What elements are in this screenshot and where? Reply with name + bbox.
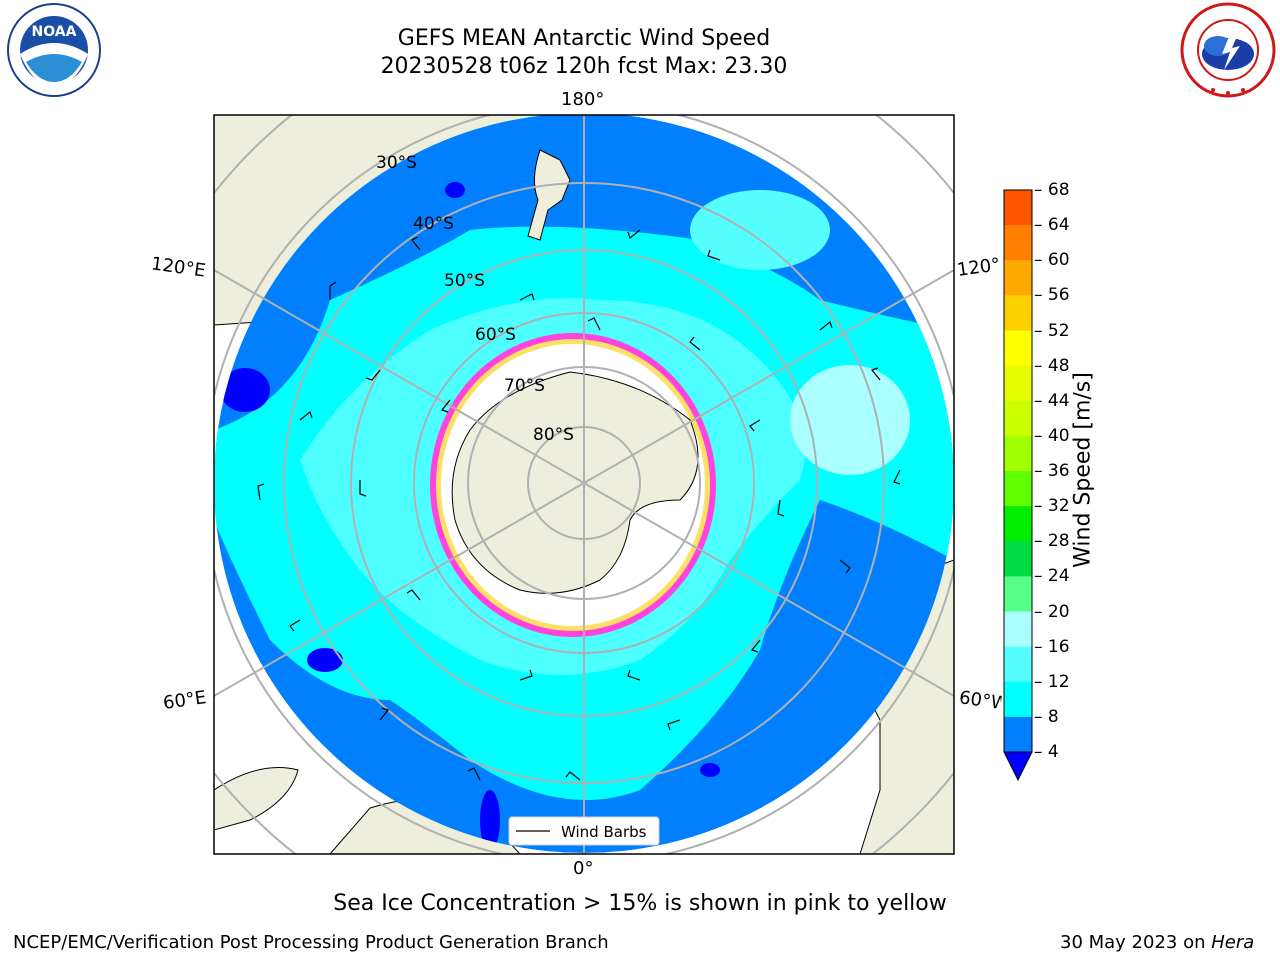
colorbar-tick-label: – 56 bbox=[1034, 285, 1070, 306]
colorbar-segment bbox=[1004, 471, 1032, 507]
lon-label-0: 0° bbox=[573, 858, 594, 879]
colorbar-tick-label: – 28 bbox=[1034, 531, 1070, 552]
lon-label-180: 180° bbox=[561, 89, 605, 110]
colorbar-tick-label: – 32 bbox=[1034, 496, 1070, 517]
colorbar-tick-label: – 36 bbox=[1034, 461, 1070, 481]
colorbar-label: Wind Speed [m/s] bbox=[1070, 372, 1096, 568]
noaa-logo-text: NOAA bbox=[32, 24, 77, 40]
colorbar-segment bbox=[1004, 646, 1032, 683]
lat-label-80s: 80°S bbox=[533, 425, 574, 445]
lat-label-30s: 30°S bbox=[376, 153, 417, 173]
new-zealand-land bbox=[527, 149, 571, 241]
colorbar-tick-label: – 8 bbox=[1034, 706, 1059, 727]
footer-credit: NCEP/EMC/Verification Post Processing Pr… bbox=[13, 932, 609, 953]
colorbar-segment bbox=[1004, 330, 1032, 367]
colorbar-tick-label: – 4 bbox=[1034, 742, 1059, 762]
legend-box bbox=[508, 816, 660, 846]
colorbar-segment bbox=[1004, 260, 1032, 296]
colorbar-segment bbox=[1004, 576, 1032, 612]
colorbar-tick-label: – 44 bbox=[1034, 390, 1070, 411]
colorbar-tick-label: – 68 bbox=[1034, 180, 1070, 200]
colorbar-segment bbox=[1004, 190, 1032, 226]
colorbar-tick-label: – 12 bbox=[1034, 671, 1070, 692]
lat-label-40s: 40°S bbox=[413, 214, 454, 234]
colorbar-segment bbox=[1004, 541, 1032, 577]
map-title: GEFS MEAN Antarctic Wind Speed bbox=[397, 26, 771, 51]
colorbar bbox=[1003, 189, 1033, 782]
colorbar-segment bbox=[1004, 400, 1032, 437]
map-subtitle: 20230528 t06z 120h fcst Max: 23.30 bbox=[380, 54, 788, 79]
antarctica-land bbox=[451, 371, 699, 594]
colorbar-segment bbox=[1004, 611, 1032, 648]
graticule bbox=[214, 115, 954, 854]
noaa-logo: NOAA bbox=[7, 3, 101, 97]
colorbar-segment bbox=[1004, 225, 1032, 261]
colorbar-tick-label: – 20 bbox=[1034, 601, 1070, 622]
map-frame bbox=[213, 114, 955, 855]
colorbar-segment bbox=[1004, 716, 1032, 753]
legend-label: Wind Barbs bbox=[561, 823, 647, 841]
footer-date-text: 30 May 2023 on bbox=[1060, 932, 1212, 953]
colorbar-tick-label: – 48 bbox=[1034, 355, 1070, 376]
colorbar-tick-label: – 16 bbox=[1034, 636, 1070, 657]
madagascar-land bbox=[214, 767, 299, 831]
colorbar-extend-arrow bbox=[1003, 751, 1033, 782]
colorbar-tick-label: – 52 bbox=[1034, 320, 1070, 341]
colorbar-segments bbox=[1004, 190, 1032, 753]
colorbar-tick-label: – 24 bbox=[1034, 566, 1070, 587]
colorbar-tick-label: – 40 bbox=[1034, 425, 1070, 446]
colorbar-tick-label: – 60 bbox=[1034, 250, 1070, 271]
lat-label-70s: 70°S bbox=[504, 376, 545, 396]
map-caption: Sea Ice Concentration > 15% is shown in … bbox=[333, 891, 947, 916]
lat-label-60s: 60°S bbox=[475, 325, 516, 345]
footer-machine: Hera bbox=[1211, 932, 1255, 953]
colorbar-segment bbox=[1004, 506, 1032, 542]
colorbar-tick-label: – 64 bbox=[1034, 215, 1070, 236]
footer-date: 30 May 2023 on Hera bbox=[1060, 932, 1254, 953]
colorbar-segment bbox=[1004, 435, 1032, 472]
nws-logo bbox=[1180, 2, 1276, 98]
colorbar-segment bbox=[1004, 365, 1032, 402]
colorbar-segment bbox=[1004, 295, 1032, 331]
wind-barbs bbox=[257, 229, 901, 781]
lat-label-50s: 50°S bbox=[444, 271, 485, 291]
colorbar-segment bbox=[1004, 681, 1032, 718]
